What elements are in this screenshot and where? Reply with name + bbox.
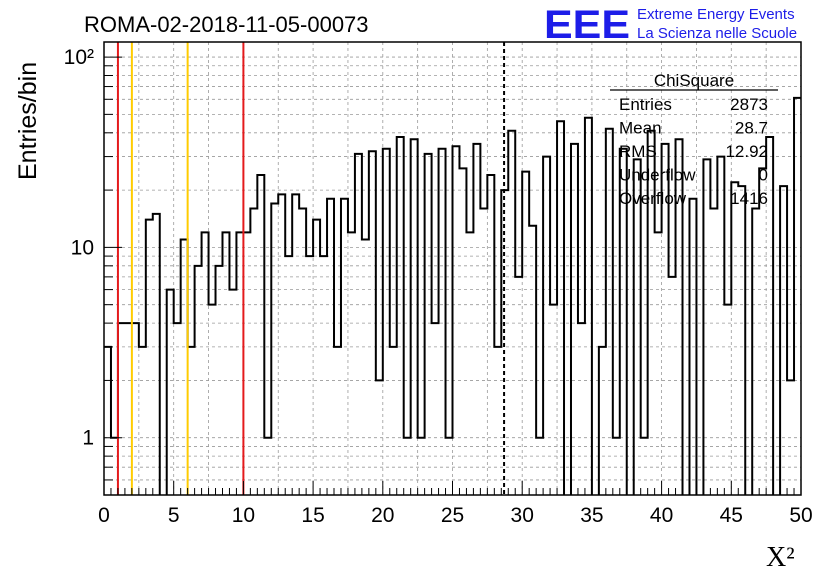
stats-box: ChiSquare Entries 2873 Mean 28.7 RMS 12.92 Und… <box>610 71 778 208</box>
y-tick-label: 1 <box>82 427 94 450</box>
x-tick-label: 5 <box>168 504 180 527</box>
stats-row-value: 2873 <box>730 95 768 114</box>
stats-row-label: RMS <box>619 142 657 161</box>
x-tick-label: 50 <box>789 504 812 527</box>
logo-line-1: Extreme Energy Events <box>637 6 795 23</box>
logo-line-2: La Scienza nelle Scuole <box>637 25 797 42</box>
histogram-outline <box>104 96 801 495</box>
stats-row-label: Overflow <box>619 189 687 208</box>
stats-row-label: Entries <box>619 95 672 114</box>
y-axis-label: Entries/bin <box>14 62 42 180</box>
histogram-bars <box>104 96 801 495</box>
x-tick-label: 25 <box>441 504 464 527</box>
stats-title: ChiSquare <box>654 71 734 90</box>
x-tick-label: 35 <box>580 504 603 527</box>
stats-row-value: 0 <box>759 166 768 185</box>
logo-mark: EEE <box>544 3 630 47</box>
x-tick-label: 10 <box>232 504 255 527</box>
y-tick-label: 10 <box>71 236 94 259</box>
x-axis-label: X² <box>766 542 795 572</box>
y-tick-label: 10² <box>64 46 94 69</box>
stats-row-value: 28.7 <box>735 119 768 138</box>
stats-row-label: Underflow <box>619 166 696 185</box>
x-tick-label: 45 <box>720 504 743 527</box>
reference-lines <box>116 42 506 495</box>
x-tick-label: 20 <box>371 504 394 527</box>
chart-title: ROMA-02-2018-11-05-00073 <box>84 12 369 37</box>
stats-row-value: 1416 <box>730 189 768 208</box>
stats-row-label: Mean <box>619 119 662 138</box>
eee-logo: EEE Extreme Energy Events La Scienza nel… <box>544 3 797 47</box>
stats-row-value: 12.92 <box>725 142 768 161</box>
x-tick-label: 30 <box>511 504 534 527</box>
x-tick-label: 0 <box>98 504 110 527</box>
x-tick-label: 40 <box>650 504 673 527</box>
x-tick-label: 15 <box>301 504 324 527</box>
axis-ticks: 0 5 10 15 20 25 30 35 40 45 50 1 10 10² <box>64 46 813 527</box>
